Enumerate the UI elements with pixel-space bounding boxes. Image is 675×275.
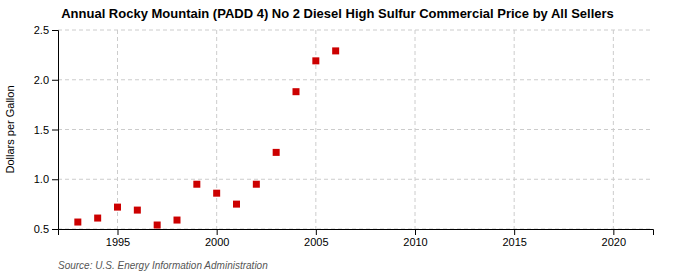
x-tick-mark xyxy=(316,229,317,235)
x-tick: 2010 xyxy=(403,229,427,248)
x-tick-mark xyxy=(217,229,218,235)
x-tick-mark xyxy=(514,229,515,235)
grid-line xyxy=(117,30,118,229)
chart: 1995 2000 2005 2010 2015 2020 0.5 1.0 1.5 2.0 2.5 A… xyxy=(0,0,675,275)
y-axis-line xyxy=(52,31,59,230)
x-tick-mark xyxy=(118,229,119,235)
point xyxy=(273,149,280,156)
x-axis: 1995 2000 2005 2010 2015 2020 xyxy=(59,229,654,248)
grid-line xyxy=(58,179,653,180)
x-tick: 2000 xyxy=(205,229,229,248)
point xyxy=(134,207,141,214)
y-tick-label: 1.0 xyxy=(34,173,49,185)
y-tick-label: 0.5 xyxy=(34,223,49,235)
plot: 1995 2000 2005 2010 2015 2020 0.5 1.0 1.5 2.0 2.5 xyxy=(34,24,654,248)
x-tick-mark xyxy=(613,229,614,235)
x-tick-label: 2015 xyxy=(502,236,526,248)
y-tick-mark xyxy=(52,179,58,180)
point xyxy=(94,215,101,222)
y-tick-label: 2.0 xyxy=(34,74,49,86)
y-tick-label: 2.5 xyxy=(34,24,49,36)
grid-line xyxy=(216,30,217,229)
point xyxy=(193,181,200,188)
y-tick-mark xyxy=(52,130,58,131)
y-axis-title: Dollars per Gallon xyxy=(4,85,16,173)
title: Annual Rocky Mountain (PADD 4) No 2 Dies… xyxy=(61,6,614,21)
grid-line xyxy=(514,30,515,229)
y-tick: 2.0 xyxy=(34,74,58,86)
point xyxy=(312,57,319,64)
y-tick: 1.5 xyxy=(34,124,58,136)
x-tick-mark xyxy=(415,229,416,235)
source: Source: U.S. Energy Information Administ… xyxy=(58,260,268,271)
grid-line xyxy=(58,79,653,80)
point xyxy=(74,219,81,226)
y-tick-mark xyxy=(52,80,58,81)
point xyxy=(233,201,240,208)
y-tick-mark xyxy=(52,30,58,31)
grid xyxy=(58,30,653,229)
x-tick: 1995 xyxy=(106,229,130,248)
x-tick-label: 2000 xyxy=(205,236,229,248)
x-tick: 2005 xyxy=(304,229,328,248)
point xyxy=(293,88,300,95)
point xyxy=(332,47,339,54)
y-tick: 0.5 xyxy=(34,223,58,235)
x-tick-label: 2005 xyxy=(304,236,328,248)
y-tick: 2.5 xyxy=(34,24,58,36)
x-tick: 2020 xyxy=(602,229,626,248)
y-axis: 0.5 1.0 1.5 2.0 2.5 xyxy=(34,24,59,235)
y-tick: 1.0 xyxy=(34,173,58,185)
point xyxy=(174,217,181,224)
x-tick: 2015 xyxy=(502,229,526,248)
point xyxy=(114,204,121,211)
point xyxy=(213,190,220,197)
grid-line xyxy=(415,30,416,229)
point xyxy=(253,181,260,188)
grid-line xyxy=(613,30,614,229)
point xyxy=(154,222,161,229)
x-tick-label: 1995 xyxy=(106,236,130,248)
y-tick-mark xyxy=(52,229,58,230)
grid-line xyxy=(58,129,653,130)
x-tick-label: 2020 xyxy=(602,236,626,248)
grid-line xyxy=(58,30,653,31)
points xyxy=(74,47,339,228)
x-tick-label: 2010 xyxy=(403,236,427,248)
y-tick-label: 1.5 xyxy=(34,124,49,136)
x-axis-line xyxy=(59,230,654,236)
